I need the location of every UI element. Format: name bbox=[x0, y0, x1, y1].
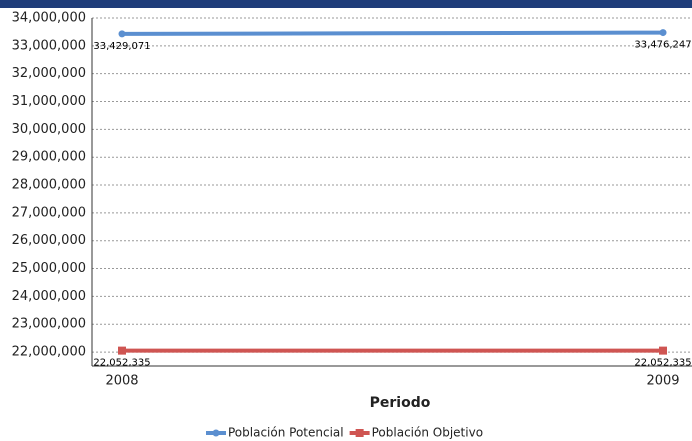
y-tick-label: 30,000,000 bbox=[12, 122, 86, 137]
series-line bbox=[121, 30, 664, 36]
data-label: 33,429,071 bbox=[93, 41, 150, 52]
y-tick-label: 32,000,000 bbox=[12, 66, 86, 81]
y-tick-label: 22,000,000 bbox=[12, 345, 86, 360]
point bbox=[659, 29, 667, 37]
data-label: 22,052,335 bbox=[93, 358, 150, 369]
y-tick-label: 27,000,000 bbox=[12, 205, 86, 220]
data-label: 33,476,247 bbox=[634, 40, 691, 51]
x-tick-label: 2008 bbox=[105, 374, 138, 389]
top-band bbox=[0, 0, 692, 8]
point bbox=[659, 346, 667, 355]
point bbox=[118, 30, 126, 38]
y-tick-label: 28,000,000 bbox=[12, 178, 86, 193]
point bbox=[118, 346, 126, 355]
plot: 33,429,071 33,476,247 22,052,335 22,052,335 bbox=[93, 29, 692, 369]
legend-label: Población Objetivo bbox=[372, 426, 483, 440]
y-tick-label: 25,000,000 bbox=[12, 261, 86, 276]
legend-label: Población Potencial bbox=[228, 426, 344, 440]
y-tick-label: 26,000,000 bbox=[12, 233, 86, 248]
y-tick-label: 24,000,000 bbox=[12, 289, 86, 304]
y-tick-label: 33,000,000 bbox=[12, 38, 86, 53]
x-tick-label: 2009 bbox=[646, 374, 679, 389]
legend-marker bbox=[212, 429, 220, 437]
x-axis-title: Periodo bbox=[370, 395, 431, 411]
legend-marker bbox=[355, 429, 364, 437]
y-tick-label: 34,000,000 bbox=[12, 11, 86, 26]
y-tick-label: 23,000,000 bbox=[12, 317, 86, 332]
data-label: 22,052,335 bbox=[634, 358, 691, 369]
y-tick-label: 29,000,000 bbox=[12, 150, 86, 165]
y-tick-label: 31,000,000 bbox=[12, 94, 86, 109]
